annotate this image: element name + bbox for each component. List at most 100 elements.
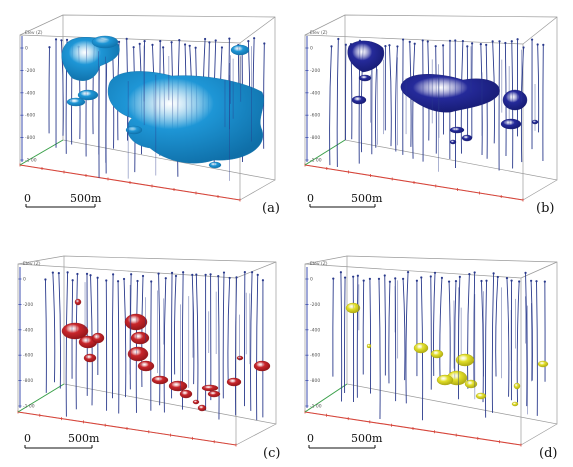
y-axis-line	[304, 139, 346, 166]
scale-length-d: 500m	[351, 432, 383, 445]
ore-body	[74, 298, 82, 306]
drillhole-collar	[174, 274, 178, 278]
drillhole-collar	[170, 41, 173, 44]
bounding-box-c	[17, 255, 277, 446]
ore-body	[197, 404, 207, 412]
drillhole	[537, 44, 540, 133]
drillhole-collar	[394, 277, 397, 280]
box-edge	[522, 16, 558, 45]
drillhole-collar	[337, 37, 340, 41]
scale-bar-c	[24, 445, 93, 449]
drillhole	[473, 272, 476, 387]
ore-bodies-d	[345, 302, 549, 407]
drillhole-collar	[164, 277, 167, 280]
drillhole-collar	[217, 275, 220, 278]
drillhole	[235, 277, 237, 416]
panel-label-a: (a)	[262, 201, 280, 216]
drillhole-collar	[89, 274, 92, 277]
panel-b-graphic: Elev (Z) 0 -200 -400 -600 -800 -1 00	[304, 14, 558, 208]
drillhole	[481, 280, 484, 403]
ore-body	[430, 349, 444, 359]
scale-length-c: 500m	[68, 432, 100, 445]
scale-zero-b: 0	[307, 192, 314, 205]
drillhole-collar	[505, 276, 509, 280]
drillhole	[491, 273, 495, 413]
ore-body	[449, 126, 465, 134]
ore-body	[513, 382, 521, 390]
drillhole	[378, 278, 381, 420]
drillhole-collar	[243, 271, 246, 274]
box-edge	[17, 255, 65, 265]
ore-body	[358, 74, 372, 82]
scale-bar-a	[25, 204, 96, 208]
box-front-face	[304, 263, 522, 446]
ore-body	[436, 374, 454, 386]
drillhole-collar	[194, 46, 197, 49]
z-axis-tick-label: -800	[25, 135, 35, 141]
z-axis-tick-label: -800	[23, 378, 33, 384]
drillhole	[163, 278, 167, 413]
drillhole-collar	[247, 39, 250, 43]
panel-label-b: (b)	[536, 201, 555, 216]
drillhole	[362, 280, 365, 375]
ore-body	[400, 74, 500, 113]
drillhole	[171, 272, 173, 399]
ore-body	[449, 139, 457, 145]
drillhole-collar	[458, 275, 461, 278]
drillhole	[222, 272, 225, 399]
drillhole	[117, 281, 120, 414]
drillhole-collar	[461, 39, 464, 43]
drillhole-collar	[157, 272, 160, 275]
drillhole-collar	[228, 37, 231, 40]
drillhole-collar	[343, 276, 347, 279]
drillhole	[356, 275, 359, 398]
drillhole-collar	[524, 271, 527, 274]
z-axis-tick-label: -600	[310, 353, 320, 359]
z-axis-tick-label: -400	[310, 90, 320, 96]
drillhole-collar	[491, 40, 494, 43]
box-edge	[304, 14, 346, 36]
drillhole-collar	[401, 38, 405, 41]
drillhole	[388, 45, 392, 147]
z-axis-tick-label: -600	[25, 113, 35, 119]
ore-body	[61, 322, 89, 340]
drillhole-collar	[368, 277, 371, 280]
ore-body	[366, 343, 372, 349]
drillhole	[448, 281, 451, 375]
z-axis-tick-label: -200	[310, 68, 320, 74]
drillhole-collar	[426, 40, 429, 43]
box-edge	[522, 179, 558, 201]
drillhole	[439, 277, 443, 385]
drillhole-collar	[485, 43, 488, 46]
drillhole-collar	[208, 41, 211, 44]
drillhole-collar	[344, 43, 347, 46]
scale-zero-a: 0	[24, 192, 31, 205]
drillhole	[263, 43, 265, 149]
drillhole-collar	[256, 273, 259, 276]
z-axis-tick-label: -1 00	[310, 404, 322, 410]
drillhole-collar	[429, 275, 432, 278]
drillhole	[430, 276, 432, 390]
ore-body	[107, 71, 264, 164]
drillhole-collar	[415, 279, 418, 282]
drillhole	[58, 273, 61, 389]
drillhole-collar	[468, 273, 471, 276]
drillholes-front-d	[358, 280, 532, 415]
z-axis-tick-label: -200	[25, 68, 35, 74]
panel-label-c: (c)	[263, 446, 281, 461]
drillhole-collar	[150, 280, 153, 283]
ore-body	[347, 40, 385, 73]
drillhole-collar	[85, 272, 89, 275]
ore-body	[351, 95, 367, 105]
drillhole-collar	[125, 37, 128, 40]
ore-body	[253, 360, 271, 372]
drillhole-collar	[96, 276, 99, 279]
drillhole-collar	[421, 39, 424, 42]
panel-a-graphic: Elev (Z) 0 -200 -400 -600 -800 -1 00	[19, 14, 276, 208]
drillhole	[44, 279, 47, 393]
drillhole-collar	[473, 271, 476, 274]
drillhole-collar	[51, 271, 54, 274]
ore-body	[511, 401, 519, 407]
drillhole-collar	[479, 43, 482, 46]
drillhole	[256, 274, 259, 421]
